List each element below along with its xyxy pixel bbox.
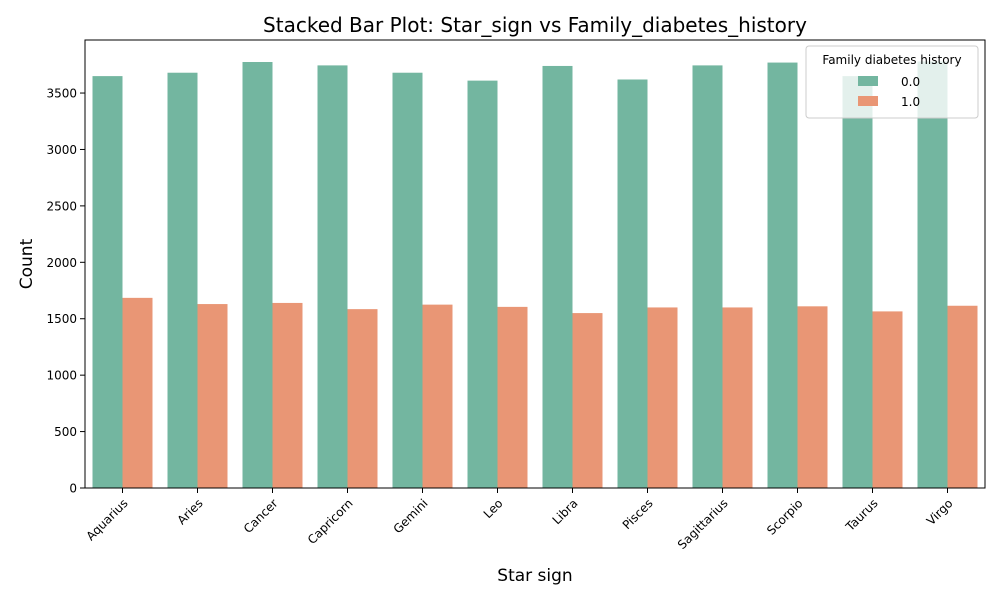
bar-taurus-series-1 xyxy=(872,311,903,488)
legend-title: Family diabetes history xyxy=(822,53,961,67)
y-axis: 0 500 1000 1500 2000 2500 3000 3500 xyxy=(46,87,85,496)
y-tick-label: 2500 xyxy=(46,199,77,213)
y-tick-label: 1500 xyxy=(46,312,77,326)
legend-label-1: 1.0 xyxy=(901,95,920,109)
x-tick-label-sagittarius: Sagittarius xyxy=(675,496,731,552)
bar-gemini-series-1 xyxy=(422,304,453,488)
bar-leo-series-1 xyxy=(497,306,528,488)
x-tick-label-taurus: Taurus xyxy=(842,496,880,534)
y-tick-label: 3500 xyxy=(46,87,77,101)
bar-cancer-series-0 xyxy=(242,62,273,489)
bar-pisces-series-0 xyxy=(617,79,648,489)
bar-sagittarius-series-1 xyxy=(722,307,753,488)
bar-gemini-series-0 xyxy=(392,72,423,489)
legend-box xyxy=(805,45,979,119)
x-tick-label-capricorn: Capricorn xyxy=(305,496,356,547)
legend-label-0: 0.0 xyxy=(901,75,920,89)
bar-aries-series-0 xyxy=(167,72,198,489)
x-tick-label-gemini: Gemini xyxy=(391,496,431,536)
x-tick-label-pisces: Pisces xyxy=(620,496,656,532)
y-tick-label: 1000 xyxy=(46,369,77,383)
x-tick-label-cancer: Cancer xyxy=(241,496,281,536)
plot-frame xyxy=(84,39,986,489)
bars-group xyxy=(92,61,978,489)
y-tick-label: 500 xyxy=(54,425,77,439)
bar-taurus-series-0 xyxy=(842,76,873,488)
x-tick-label-virgo: Virgo xyxy=(924,496,956,528)
x-tick-label-leo: Leo xyxy=(481,496,506,521)
y-tick-label: 2000 xyxy=(46,256,77,270)
legend-swatch-0 xyxy=(858,76,878,86)
x-tick-label-libra: Libra xyxy=(550,496,581,527)
x-tick-label-aries: Aries xyxy=(174,496,205,527)
bar-aries-series-1 xyxy=(197,304,228,488)
bar-scorpio-series-1 xyxy=(797,306,828,488)
bar-aquarius-series-0 xyxy=(92,76,123,488)
bar-scorpio-series-0 xyxy=(767,62,798,488)
bar-virgo-series-0 xyxy=(917,61,948,489)
y-axis-label: Count xyxy=(17,238,37,289)
legend-swatch-1 xyxy=(858,96,878,106)
bar-capricorn-series-1 xyxy=(347,309,378,488)
x-tick-label-aquarius: Aquarius xyxy=(83,496,130,543)
bar-libra-series-1 xyxy=(572,313,603,488)
chart-title: Stacked Bar Plot: Star_sign vs Family_di… xyxy=(263,13,807,37)
y-tick-label: 3000 xyxy=(46,143,77,157)
bar-leo-series-0 xyxy=(467,80,498,488)
x-axis: Aquarius Aries Cancer Capricorn Gemini Leo Lib… xyxy=(83,488,956,552)
bar-pisces-series-1 xyxy=(647,307,678,488)
bar-libra-series-0 xyxy=(542,65,573,489)
y-tick-label: 0 xyxy=(69,482,77,496)
x-axis-label: Star sign xyxy=(497,566,572,586)
bar-capricorn-series-0 xyxy=(317,65,348,488)
x-tick-label-scorpio: Scorpio xyxy=(764,496,806,538)
bar-virgo-series-1 xyxy=(947,305,978,488)
bar-cancer-series-1 xyxy=(272,302,303,488)
bar-sagittarius-series-0 xyxy=(692,65,723,488)
bar-aquarius-series-1 xyxy=(122,297,153,488)
legend: Family diabetes history 0.0 1.0 xyxy=(805,45,979,119)
